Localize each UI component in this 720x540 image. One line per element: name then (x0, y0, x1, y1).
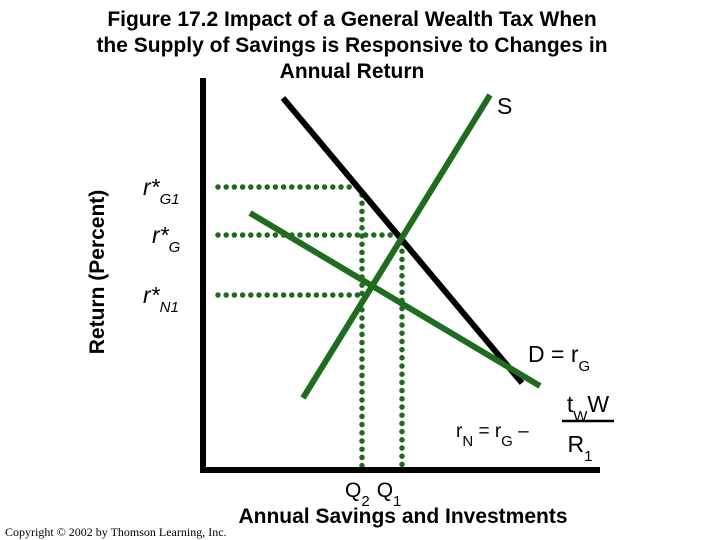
label-sub: N1 (160, 299, 179, 316)
y-axis-label: Return (Percent) (86, 190, 109, 355)
label-sub: 1 (584, 448, 592, 465)
quantity-labels: Q2 Q1 (345, 479, 401, 510)
label-sub: 2 (361, 493, 369, 510)
demand-label: D = rG (528, 341, 590, 375)
fraction-numerator: tWW (567, 391, 610, 425)
label-sub: G1 (160, 191, 180, 208)
label-main: D = r (528, 341, 579, 367)
supply-label: S (497, 93, 512, 119)
label-main: W (587, 391, 609, 417)
label-main: t (567, 391, 574, 417)
label-main: = r (473, 421, 502, 442)
net-return-curve (248, 210, 542, 389)
label-main: r* (152, 222, 170, 248)
label-sub: 1 (393, 493, 401, 510)
copyright: Copyright © 2002 by Thomson Learning, In… (5, 525, 227, 539)
title-line: the Supply of Savings is Responsive to C… (96, 34, 607, 57)
net-return-label: rN = rG – (456, 421, 529, 450)
label-main: r (456, 421, 463, 442)
label-main: R (568, 431, 585, 457)
label-sub: N (462, 433, 473, 450)
fraction-denominator: R1 (568, 431, 593, 465)
label-main: r* (143, 282, 161, 308)
title-line: Figure 17.2 Impact of a General Wealth T… (107, 8, 596, 31)
label-sub: G (578, 358, 590, 375)
label-main: Q (377, 479, 393, 502)
x-axis-label: Annual Savings and Investments (238, 505, 567, 528)
label-main: r* (143, 174, 161, 200)
label-main: Q (345, 479, 361, 502)
return-label: r*G (152, 222, 181, 256)
return-label: r*N1 (143, 282, 179, 316)
label-sub: G (169, 239, 181, 256)
return-label: r*G1 (143, 174, 180, 208)
label-main: – (513, 421, 529, 442)
supply-curve (300, 93, 493, 400)
title-line: Annual Return (280, 60, 425, 83)
label-sub: G (501, 433, 513, 450)
